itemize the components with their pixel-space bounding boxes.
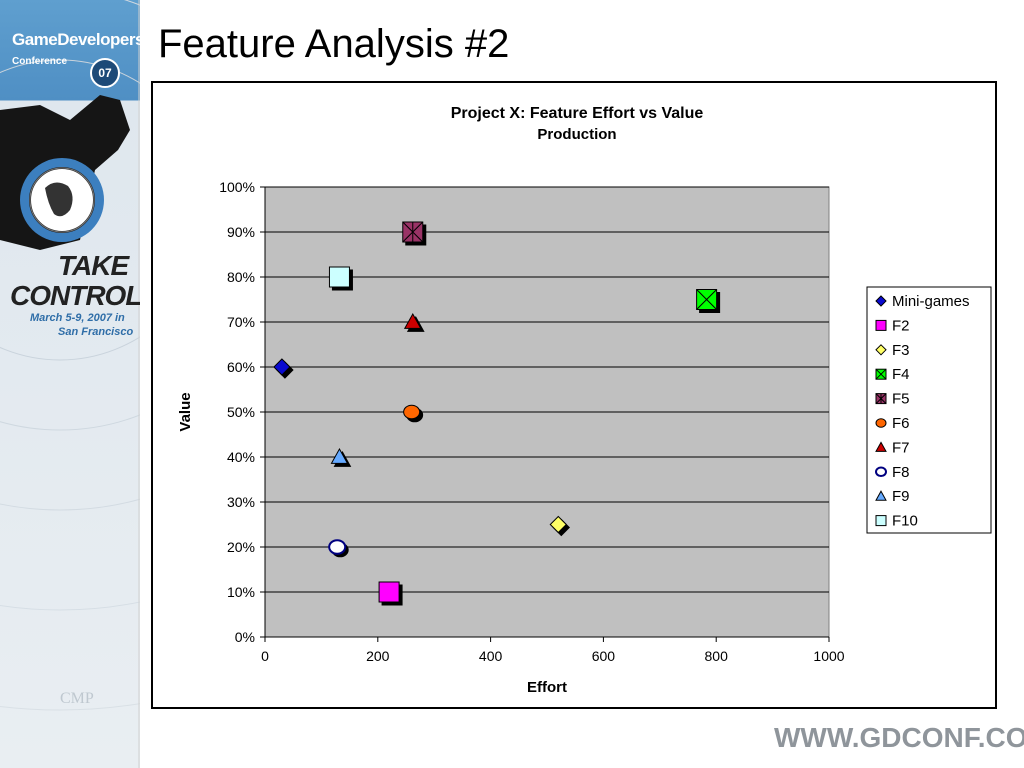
data-point bbox=[402, 221, 427, 246]
cmp-logo: CMP bbox=[60, 690, 94, 707]
x-tick-label: 800 bbox=[705, 648, 729, 664]
y-tick-label: 50% bbox=[227, 404, 255, 420]
data-point bbox=[378, 581, 403, 606]
x-tick-label: 400 bbox=[479, 648, 503, 664]
legend-label: F7 bbox=[892, 439, 910, 456]
legend-label: F3 bbox=[892, 342, 910, 359]
legend-marker bbox=[875, 418, 887, 428]
x-axis-label: Effort bbox=[527, 679, 567, 696]
conference-artwork bbox=[0, 0, 140, 768]
brand-subtitle: Conference bbox=[12, 56, 68, 67]
legend-marker bbox=[875, 441, 887, 452]
legend-marker bbox=[875, 490, 887, 501]
y-tick-label: 100% bbox=[219, 179, 255, 195]
footer-url: WWW.GDCONF.COM bbox=[774, 722, 1024, 753]
x-tick-label: 200 bbox=[366, 648, 390, 664]
data-point bbox=[328, 539, 349, 558]
legend-label: F10 bbox=[892, 513, 918, 530]
legend-label: F2 bbox=[892, 317, 910, 334]
legend-marker bbox=[875, 515, 887, 527]
legend-marker bbox=[875, 344, 887, 356]
tick-labels: 0% 10% 20% 30% 40% 50% 60% 70% 80% 90% 100% 0 200 400… bbox=[219, 179, 845, 664]
legend-marker bbox=[875, 319, 887, 331]
tagline-take: TAKE bbox=[58, 250, 129, 281]
legend-marker bbox=[875, 393, 887, 405]
brand-year-badge: 07 bbox=[90, 58, 120, 88]
event-dates: March 5-9, 2007 in bbox=[30, 312, 125, 324]
y-tick-label: 0% bbox=[235, 629, 255, 645]
data-point bbox=[403, 404, 424, 423]
scatter-chart: Project X: Feature Effort vs Value Produ… bbox=[177, 105, 992, 696]
brand-name: GameDevelopers bbox=[12, 30, 140, 49]
legend-box bbox=[866, 286, 992, 534]
data-point bbox=[273, 358, 294, 379]
gridlines bbox=[265, 186, 829, 593]
legend-marker bbox=[875, 368, 887, 380]
legend-label: F6 bbox=[892, 415, 910, 432]
y-tick-label: 10% bbox=[227, 584, 255, 600]
legend-label: F9 bbox=[892, 488, 910, 505]
tagline-control: CONTROL bbox=[10, 280, 140, 311]
y-tick-label: 30% bbox=[227, 494, 255, 510]
y-tick-label: 60% bbox=[227, 359, 255, 375]
x-tick-label: 1000 bbox=[813, 648, 844, 664]
legend: Mini-games F2 F3 F4 F5 F6 F7 F8 F9 F10 bbox=[875, 293, 970, 530]
conference-sidebar: GameDevelopers Conference 07 TAKE CONTRO… bbox=[0, 0, 140, 768]
legend-marker bbox=[875, 295, 887, 307]
x-tick-label: 600 bbox=[592, 648, 616, 664]
y-tick-label: 80% bbox=[227, 269, 255, 285]
y-tick-label: 90% bbox=[227, 224, 255, 240]
legend-label: F8 bbox=[892, 464, 910, 481]
event-location: San Francisco bbox=[58, 326, 134, 338]
data-point bbox=[549, 515, 570, 537]
chart-subtitle: Production bbox=[537, 126, 616, 143]
x-tick-label: 0 bbox=[261, 648, 269, 664]
data-point bbox=[696, 289, 721, 313]
y-tick-label: 70% bbox=[227, 314, 255, 330]
slide-title: Feature Analysis #2 bbox=[158, 22, 510, 66]
legend-label: Mini-games bbox=[892, 293, 970, 310]
legend-label: F4 bbox=[892, 366, 910, 383]
data-point bbox=[403, 312, 425, 332]
legend-label: F5 bbox=[892, 391, 910, 408]
axes bbox=[260, 186, 830, 642]
data-point bbox=[330, 447, 352, 467]
legend-marker bbox=[875, 466, 887, 478]
y-axis-label: Value bbox=[177, 392, 194, 431]
y-tick-label: 40% bbox=[227, 449, 255, 465]
y-tick-label: 20% bbox=[227, 539, 255, 555]
data-point bbox=[328, 266, 353, 291]
chart-title: Project X: Feature Effort vs Value bbox=[451, 105, 704, 122]
chart-frame: Project X: Feature Effort vs Value Produ… bbox=[151, 81, 997, 709]
data-points bbox=[273, 221, 721, 606]
